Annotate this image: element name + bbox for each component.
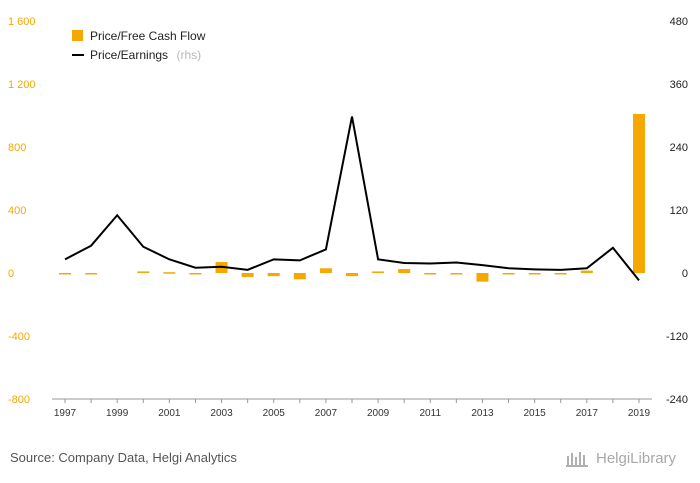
right-axis: 480 360 240 120 0 -120 -240 [666, 16, 688, 406]
x-axis: 1997 1999 2001 2003 2005 2007 2009 2011 2013 2015… [54, 399, 651, 419]
right-tick-label: 240 [670, 142, 688, 154]
bar [502, 273, 515, 275]
x-tick-label: 2003 [210, 408, 233, 419]
brand-name: HelgiLibrary [596, 449, 677, 467]
right-tick-label: -120 [666, 331, 688, 343]
bar [633, 113, 645, 273]
right-tick-label: -240 [666, 394, 688, 406]
bar [580, 270, 593, 273]
left-axis: 1 600 1 200 800 400 0 -400 -800 [8, 16, 36, 406]
bar [163, 272, 176, 274]
right-tick-label: 360 [670, 79, 688, 91]
x-tick-label: 2001 [158, 408, 181, 419]
legend: Price/Free Cash Flow Price/Earnings (rhs… [72, 29, 206, 63]
left-tick-label: 400 [8, 205, 26, 217]
legend-label-pfcf: Price/Free Cash Flow [90, 29, 206, 43]
x-tick-label: 1999 [106, 408, 129, 419]
x-tick-label: 2009 [367, 408, 390, 419]
bar [372, 271, 385, 273]
price-earnings-line [64, 116, 640, 281]
left-tick-label: 800 [8, 142, 26, 154]
bar [450, 273, 463, 275]
legend-label-pe: Price/Earnings (rhs) [90, 46, 201, 63]
bar-series [59, 113, 645, 282]
bar [319, 268, 332, 273]
legend-label-pe-suffix: (rhs) [177, 48, 202, 62]
right-tick-label: 120 [670, 205, 688, 217]
right-tick-label: 480 [670, 16, 688, 28]
bar [398, 269, 411, 273]
bar [346, 273, 358, 277]
bar [554, 273, 567, 275]
left-tick-label: 1 600 [8, 16, 36, 28]
left-tick-label: -400 [8, 331, 30, 343]
x-tick-label: 2011 [420, 408, 442, 419]
bar [424, 273, 437, 275]
bar [476, 273, 489, 282]
bar [189, 273, 202, 275]
legend-swatch-bar [72, 30, 83, 41]
bar [59, 273, 71, 275]
brand-logo: HelgiLibrary [566, 449, 676, 467]
x-tick-label: 1997 [54, 408, 77, 419]
x-tick-label: 2017 [576, 408, 599, 419]
right-tick-label: 0 [682, 268, 688, 280]
left-tick-label: 0 [8, 268, 14, 280]
legend-label-pe-name: Price/Earnings [90, 48, 168, 62]
x-tick-label: 2013 [471, 408, 494, 419]
bar [528, 273, 541, 275]
bar [241, 273, 254, 277]
x-tick-label: 2019 [628, 408, 651, 419]
left-tick-label: 1 200 [8, 79, 36, 91]
source-note: Source: Company Data, Helgi Analytics [10, 450, 237, 465]
x-tick-label: 2007 [315, 408, 338, 419]
x-tick-label: 2005 [263, 408, 286, 419]
left-tick-label: -800 [8, 394, 30, 406]
bar [293, 273, 306, 280]
bar [267, 273, 280, 277]
bar [85, 273, 98, 275]
library-icon [566, 452, 588, 467]
bar [137, 271, 150, 273]
x-tick-label: 2015 [524, 408, 547, 419]
